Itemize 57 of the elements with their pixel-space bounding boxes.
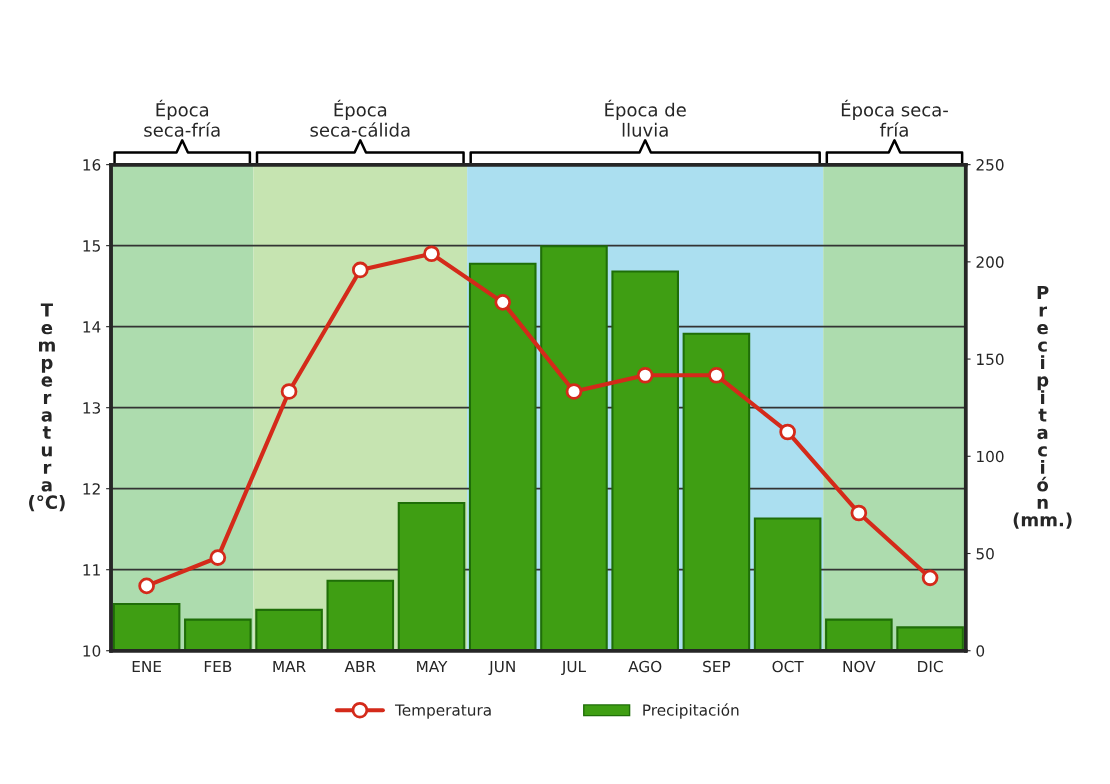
point xyxy=(636,366,654,384)
legend-label: Temperatura xyxy=(394,704,491,719)
y-tick-label: 14 xyxy=(83,321,101,333)
bar xyxy=(397,501,466,651)
point xyxy=(921,569,939,587)
y-tick-label: 12 xyxy=(83,483,100,495)
legend-label: Precipitación xyxy=(643,703,739,719)
x-tick-label: OCT xyxy=(772,660,804,673)
bar xyxy=(611,270,679,651)
y2-tick-label: 250 xyxy=(976,159,1004,171)
y-tick-label: 11 xyxy=(83,564,100,576)
bar xyxy=(825,618,893,651)
point xyxy=(351,261,369,279)
y2-tick-label: 100 xyxy=(977,450,1004,463)
bar xyxy=(255,608,323,651)
x-tick-label: DIC xyxy=(918,660,943,673)
y-tick-label: 13 xyxy=(83,402,101,414)
point xyxy=(423,245,440,263)
y2-tick-label: 200 xyxy=(976,256,1004,268)
point xyxy=(138,577,155,595)
bar xyxy=(468,262,537,651)
band-label: Época de lluvia xyxy=(605,99,686,137)
x-tick-label: ABR xyxy=(344,660,376,673)
bar xyxy=(326,579,395,651)
bar xyxy=(896,626,964,651)
y-tick-label: 15 xyxy=(83,240,100,252)
y-tick-label: 16 xyxy=(83,159,101,171)
x-tick-label: SEP xyxy=(703,660,731,673)
y2-tick-label: 0 xyxy=(976,645,985,657)
bar xyxy=(184,618,252,651)
bar xyxy=(540,245,608,651)
point xyxy=(565,383,583,400)
x-tick-label: ENE xyxy=(132,660,161,673)
text: Temperatura (°C) xyxy=(29,303,65,512)
text: Precipitación (mm.) xyxy=(1013,285,1072,529)
point xyxy=(708,366,725,384)
x-tick-label: AGO xyxy=(628,660,662,673)
bar xyxy=(753,517,822,651)
x-tick-label: JUN xyxy=(488,660,515,676)
y2-tick-label: 50 xyxy=(976,547,994,560)
point xyxy=(280,383,298,400)
point xyxy=(209,549,227,566)
point xyxy=(850,504,868,522)
bar xyxy=(682,332,751,651)
y-tick-label: 10 xyxy=(83,645,101,657)
x-tick-label: FEB xyxy=(204,660,232,673)
band-label: Época seca-fría xyxy=(144,99,220,137)
x-tick-label: NOV xyxy=(843,660,876,673)
x-tick-label: MAY xyxy=(417,660,448,673)
point xyxy=(779,423,796,441)
band-label: Época seca-cálida xyxy=(310,99,410,137)
y2-tick-label: 150 xyxy=(977,353,1004,366)
point xyxy=(494,294,512,311)
bar xyxy=(112,603,181,651)
x-tick-label: MAR xyxy=(273,660,306,673)
band-label: Época seca- fría xyxy=(841,99,948,137)
x-tick-label: JUL xyxy=(561,660,586,676)
